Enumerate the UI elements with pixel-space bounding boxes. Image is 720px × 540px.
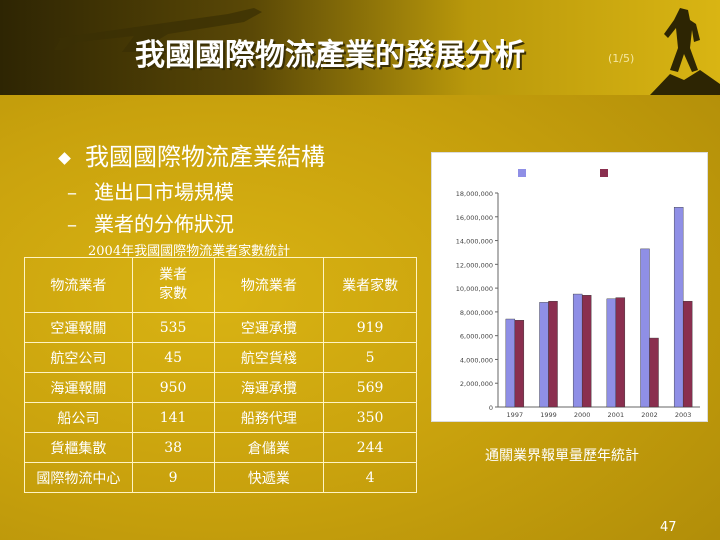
table-cell: 海運承攬	[213, 372, 325, 403]
table-row: 空運報關 535 空運承攬 919	[24, 312, 417, 343]
table-cell: 快遞業	[213, 462, 325, 493]
chart-bar	[514, 320, 525, 408]
y-tick-label: 16,000,000	[456, 214, 493, 222]
sub-bullet-list: – 進出口市場規模 – 業者的分佈狀況	[60, 176, 234, 240]
table-cell: 5	[323, 342, 417, 373]
y-tick-label: 12,000,000	[456, 261, 493, 269]
table-cell: 950	[131, 372, 215, 403]
table-cell: 9	[131, 462, 215, 493]
table-cell: 貨櫃集散	[24, 432, 133, 463]
chart-bar	[615, 297, 626, 408]
dash-bullet: –	[67, 212, 77, 236]
table-row: 航空公司 45 航空貨棧 5	[24, 342, 417, 373]
y-tick-label: 10,000,000	[456, 285, 493, 293]
table-cell: 倉儲業	[213, 432, 325, 463]
page-indicator: (1/5)	[608, 52, 635, 65]
table-row: 海運報關 950 海運承攬 569	[24, 372, 417, 403]
y-tick-label: 14,000,000	[456, 238, 493, 246]
legend-swatch	[518, 169, 526, 177]
main-bullet: 我國國際物流產業結構	[58, 137, 325, 172]
chart-bar	[640, 248, 650, 408]
y-tick-label: 0	[489, 404, 493, 412]
table-cell: 船務代理	[213, 402, 325, 433]
chart-bar	[581, 295, 592, 408]
slide-header: 我國國際物流產業的發展分析 (1/5)	[0, 0, 720, 95]
table-cell: 45	[131, 342, 215, 373]
table-caption: 2004年我國國際物流業者家數統計	[88, 244, 291, 259]
table-header-cell: 業者家數	[131, 257, 215, 313]
slide-title: 我國國際物流產業的發展分析	[135, 38, 525, 73]
chart-bar	[539, 302, 549, 408]
y-tick-label: 6,000,000	[460, 333, 493, 341]
x-tick-label: 2003	[675, 411, 692, 419]
table-cell: 569	[323, 372, 417, 403]
chart-bar	[673, 207, 684, 408]
y-tick-label: 4,000,000	[460, 356, 493, 364]
table-header-cell: 物流業者	[24, 257, 133, 313]
table-cell: 空運報關	[24, 312, 133, 343]
sub-bullet: – 進出口市場規模	[60, 176, 234, 208]
dash-bullet: –	[67, 180, 77, 204]
table-cell: 141	[131, 402, 215, 433]
chart-bar	[505, 318, 516, 408]
table-cell: 船公司	[24, 402, 133, 433]
chart-bar	[682, 300, 693, 408]
table-header-row: 物流業者 業者家數 物流業者 業者家數	[24, 257, 417, 313]
table-cell: 航空貨棧	[213, 342, 325, 373]
table-cell: 350	[323, 402, 417, 433]
table-header-cell: 物流業者	[213, 257, 325, 313]
page-number: 47	[660, 520, 677, 535]
chart-caption: 通關業界報單量歷年統計	[485, 448, 639, 464]
table-cell: 國際物流中心	[24, 462, 133, 493]
table-cell: 535	[131, 312, 215, 343]
main-bullet-text: 我國國際物流產業結構	[85, 143, 325, 171]
y-tick-label: 2,000,000	[460, 380, 493, 388]
table-row: 船公司 141 船務代理 350	[24, 402, 417, 433]
y-tick-label: 18,000,000	[456, 190, 493, 198]
sub-bullet: – 業者的分佈狀況	[60, 208, 234, 240]
climber-icon	[650, 8, 720, 95]
table-cell: 航空公司	[24, 342, 133, 373]
table-row: 貨櫃集散 38 倉儲業 244	[24, 432, 417, 463]
x-tick-label: 2001	[608, 411, 625, 419]
legend-swatch	[600, 169, 608, 177]
table-cell: 4	[323, 462, 417, 493]
table-cell: 38	[131, 432, 215, 463]
table-row: 國際物流中心 9 快遞業 4	[24, 462, 417, 493]
x-tick-label: 2000	[574, 411, 591, 419]
bar-chart: 0 2,000,000 4,000,000 6,000,000 8,000,000 10,…	[456, 169, 700, 419]
logistics-stats-table: 物流業者 業者家數 物流業者 業者家數 空運報關 535 空運承攬 919 航空…	[24, 257, 417, 493]
chart-bar	[649, 337, 659, 408]
airplane-icon	[54, 8, 262, 52]
x-tick-label: 2002	[641, 411, 658, 419]
chart-bar	[548, 300, 558, 408]
y-tick-label: 8,000,000	[460, 309, 493, 317]
sub-bullet-text: 進出口市場規模	[94, 180, 234, 204]
chart-bar	[606, 298, 617, 408]
diamond-bullet-icon	[58, 152, 71, 165]
chart-bar	[572, 293, 583, 408]
x-tick-label: 1997	[507, 411, 524, 419]
table-cell: 海運報關	[24, 372, 133, 403]
chart-panel: 0 2,000,000 4,000,000 6,000,000 8,000,000 10,…	[431, 152, 708, 422]
x-tick-label: 1999	[540, 411, 557, 419]
table-cell: 919	[323, 312, 417, 343]
sub-bullet-text: 業者的分佈狀況	[94, 212, 234, 236]
table-cell: 空運承攬	[213, 312, 325, 343]
table-header-cell: 業者家數	[323, 257, 417, 313]
table-cell: 244	[323, 432, 417, 463]
